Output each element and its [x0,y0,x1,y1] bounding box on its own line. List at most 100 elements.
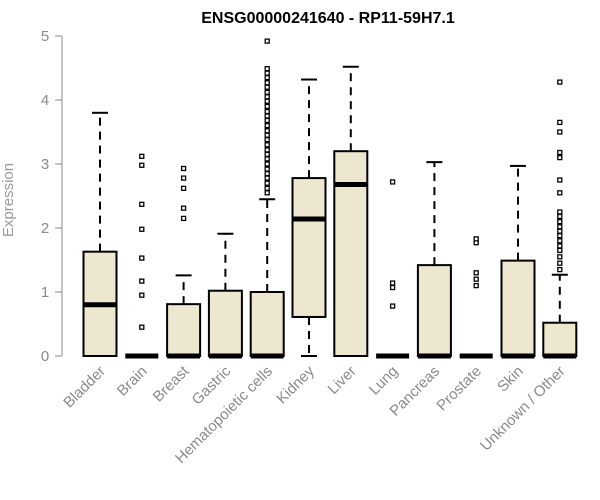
x-tick-label: Liver [325,363,360,398]
y-tick-label: 3 [41,156,49,173]
box-group [207,232,243,359]
outlier-point [264,113,270,119]
box-group [249,38,285,359]
outlier-point [557,190,563,196]
boxes-layer [82,38,578,359]
outlier-point [264,166,270,172]
box-body [291,177,327,318]
box-body [542,321,578,357]
outlier-point [139,324,145,330]
outlier-point [557,149,563,156]
x-tick-label: Prostate [433,363,485,415]
outlier-point [557,233,563,239]
outlier-point [139,153,145,159]
outlier-point [139,201,145,207]
outlier-point [264,84,270,90]
y-tick-label: 1 [41,284,49,301]
outlier-point [389,280,396,286]
outlier-point [264,89,270,95]
box-group [333,65,369,357]
box-group [376,179,410,359]
box-body [500,259,536,358]
box-body [207,289,243,357]
box-body [166,303,202,358]
outlier-point [389,303,396,309]
outlier-point [264,170,270,177]
outlier-point [557,254,563,260]
chart-title: ENSG00000241640 - RP11-59H7.1 [201,10,455,27]
y-tick-label: 5 [41,28,49,45]
y-tick-label: 4 [41,92,49,109]
box-body [416,264,452,357]
outlier-point [264,190,270,196]
outlier-point [180,185,187,191]
outlier-point [139,278,145,284]
outlier-point [264,128,270,134]
outlier-point [139,255,145,261]
outlier-point [264,74,270,81]
outlier-point [264,137,270,143]
box-group [82,111,118,357]
outlier-point [557,224,563,230]
outlier-point [264,108,270,115]
outlier-point [264,80,270,86]
outlier-point [264,180,270,186]
outlier-point [264,65,270,72]
outlier-point [264,132,270,138]
y-tick-label: 2 [41,220,49,237]
outlier-point [264,161,270,167]
outlier-point [557,154,563,161]
outlier-point [139,226,145,232]
x-tick-label: Brain [114,363,151,400]
box-group [459,236,493,359]
outlier-point [473,276,479,282]
y-axis-title: Expression [0,163,17,237]
outlier-point [139,162,145,168]
x-tick-label: Breast [150,362,193,405]
outlier-point [264,98,270,104]
box-group [416,161,452,359]
outlier-point [557,209,563,215]
x-tick-label: Bladder [60,363,109,412]
outlier-point [557,119,563,126]
outlier-point [264,175,270,181]
outlier-point [557,218,563,225]
outlier-point [264,70,270,76]
y-axis: 0 1 2 3 4 5 [41,28,63,365]
outlier-point [139,292,145,298]
box-group [125,153,159,359]
box-group [166,165,202,359]
box-body [333,150,369,357]
outlier-point [180,205,187,211]
x-tick-label: Lung [366,363,402,399]
outlier-point [557,260,563,266]
outlier-point [264,103,270,110]
outlier-point [473,236,479,242]
outlier-point [264,156,270,162]
outlier-point [557,266,563,273]
outlier-point [557,177,563,183]
box-body [249,291,285,357]
outlier-point [180,215,187,222]
outlier-point [473,270,479,276]
x-tick-label: Skin [494,363,527,396]
outlier-point [264,142,270,148]
outlier-point [557,228,563,234]
outlier-point [264,117,270,124]
box-group [291,78,327,357]
outlier-point [264,151,270,158]
outlier-point [557,247,563,254]
outlier-point [473,282,479,289]
box-group [542,79,578,359]
outlier-point [264,94,270,100]
y-tick-label: 0 [41,348,49,365]
outlier-point [557,213,563,220]
outlier-point [557,238,563,244]
outlier-point [180,175,187,181]
box-group [500,164,536,359]
outlier-point [264,38,270,44]
outlier-point [557,129,563,135]
